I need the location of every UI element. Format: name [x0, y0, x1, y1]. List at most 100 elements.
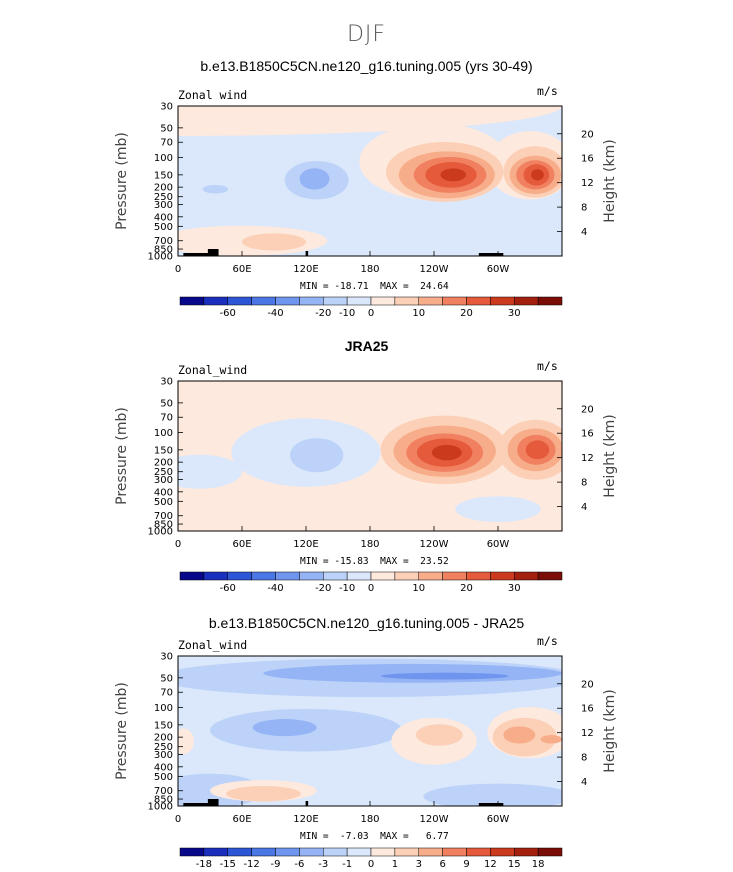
x-tick-label: 60W [487, 539, 510, 550]
x-tick-label: 60W [487, 814, 510, 825]
colorbar-label: -60 [220, 583, 236, 594]
colorbar-box [299, 571, 324, 581]
y-tick-label: 200 [154, 183, 173, 194]
colorbar-box [275, 571, 300, 581]
colorbar-label: 12 [484, 859, 497, 870]
y-tick-label: 30 [160, 102, 173, 113]
colorbar-label: 6 [439, 859, 445, 870]
panel-3-minmax: MIN = -7.03 MAX = 6.77 [300, 831, 449, 842]
colorbar-box [323, 296, 348, 306]
colorbar-label: -10 [339, 308, 355, 319]
colorbar-box [394, 571, 419, 581]
contour-region [202, 184, 229, 194]
colorbar-label: -20 [315, 308, 331, 319]
y2-tick-label: 4 [581, 777, 587, 788]
colorbar-box [466, 296, 491, 306]
y-tick-label: 300 [154, 750, 173, 761]
x-tick-label: 0 [175, 264, 181, 275]
colorbar-box [346, 571, 372, 581]
x-tick-label: 120E [293, 264, 318, 275]
colorbar-box [323, 847, 348, 857]
y2-tick-label: 20 [581, 129, 594, 140]
contour-region [242, 233, 306, 251]
colorbar-box [442, 296, 467, 306]
colorbar-label: -20 [315, 583, 331, 594]
colorbar-box [537, 296, 563, 306]
y-tick-label: 400 [154, 212, 173, 223]
colorbar-label: 10 [412, 583, 425, 594]
colorbar-label: 30 [508, 583, 521, 594]
colorbar-label: 3 [416, 859, 422, 870]
colorbar-box [370, 847, 396, 857]
y-tick-label: 50 [160, 398, 173, 409]
x-tick-label: 60W [487, 264, 510, 275]
y-axis-label: Pressure (mb) [114, 132, 130, 230]
panel-2-colorbar: -60 -40 -20 -10 0 10 20 30 [179, 571, 563, 594]
colorbar-box [418, 296, 443, 306]
colorbar-box [537, 847, 563, 857]
colorbar-label: 30 [508, 308, 521, 319]
colorbar-box [251, 296, 276, 306]
colorbar-label: -6 [294, 859, 304, 870]
colorbar-box [490, 847, 515, 857]
y-tick-label: 150 [154, 445, 173, 456]
colorbar-box [466, 847, 491, 857]
y-tick-label: 1000 [148, 802, 173, 813]
x-tick-label: 120E [293, 814, 318, 825]
y-tick-label: 400 [154, 762, 173, 773]
colorbar-label: -1 [342, 859, 352, 870]
page-title: DJF [346, 22, 387, 47]
colorbar-label: 9 [463, 859, 469, 870]
panel-1-minmax: MIN = -18.71 MAX = 24.64 [300, 281, 449, 292]
colorbar-label: 18 [532, 859, 545, 870]
y-tick-label: 250 [154, 742, 173, 753]
colorbar-label: 0 [368, 308, 374, 319]
y-tick-label: 100 [154, 703, 173, 714]
contour-region [299, 168, 330, 190]
colorbar-label: -40 [267, 308, 283, 319]
contour-region [252, 719, 317, 737]
x-tick-label: 0 [175, 814, 181, 825]
x-tick-label: 60E [232, 539, 251, 550]
colorbar-box [203, 571, 228, 581]
colorbar-label: -9 [271, 859, 281, 870]
y2-tick-label: 8 [581, 753, 587, 764]
colorbar-box [537, 571, 563, 581]
colorbar-label: -18 [196, 859, 212, 870]
topography [207, 799, 219, 806]
x-tick-label: 60E [232, 264, 251, 275]
y-tick-label: 1000 [148, 527, 173, 538]
y-tick-label: 700 [154, 786, 173, 797]
colorbar-box [179, 296, 205, 306]
contour-region [226, 785, 301, 802]
x-tick-label: 120E [293, 539, 318, 550]
y-tick-label: 850 [154, 795, 173, 806]
colorbar-label: 15 [508, 859, 521, 870]
topography [478, 803, 504, 806]
y-tick-label: 150 [154, 720, 173, 731]
contour-region [440, 168, 467, 182]
panel-3-title: b.e13.B1850C5CN.ne120_g16.tuning.005 - J… [208, 615, 525, 631]
panel-3-contours [178, 656, 562, 806]
colorbar-box [394, 847, 419, 857]
panel-2-minmax: MIN = -15.83 MAX = 23.52 [300, 556, 449, 567]
y-tick-label: 1000 [148, 252, 173, 263]
colorbar-box [514, 571, 539, 581]
y-tick-label: 100 [154, 428, 173, 439]
panel-1-variable: Zonal wind [178, 88, 248, 102]
contour-region [178, 728, 194, 755]
colorbar-box [514, 847, 539, 857]
colorbar-box [346, 296, 372, 306]
topography [183, 253, 216, 256]
y-tick-label: 850 [154, 245, 173, 256]
colorbar-box [227, 296, 252, 306]
colorbar-box [370, 571, 396, 581]
y2-tick-label: 12 [581, 453, 594, 464]
colorbar-box [418, 847, 443, 857]
panel-2-title: JRA25 [344, 338, 389, 354]
colorbar-box [203, 296, 228, 306]
x-tick-label: 60E [232, 814, 251, 825]
y2-tick-label: 16 [581, 704, 594, 715]
